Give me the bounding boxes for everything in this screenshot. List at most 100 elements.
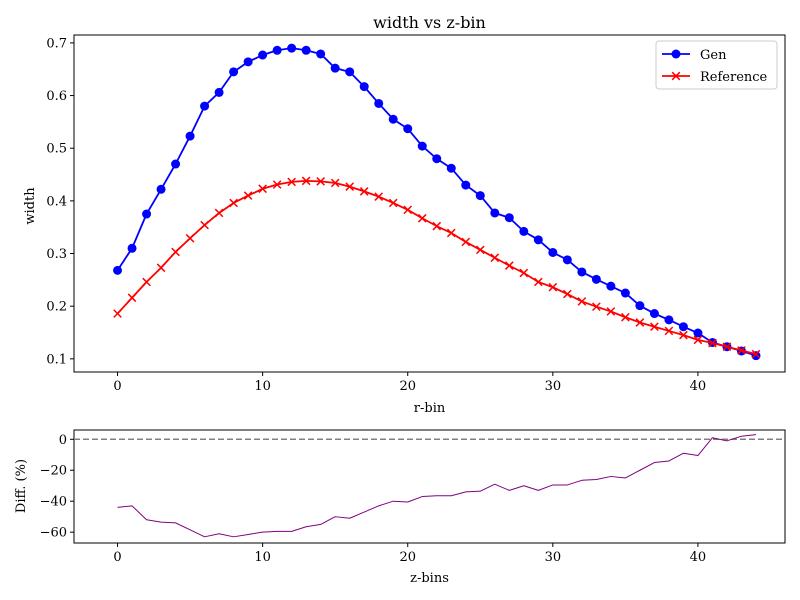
point-reference bbox=[330, 178, 340, 188]
point-reference bbox=[650, 322, 659, 332]
point-reference bbox=[621, 312, 630, 322]
point-reference bbox=[461, 237, 471, 247]
chart-title: width vs z-bin bbox=[373, 13, 486, 32]
point-gen bbox=[678, 322, 688, 332]
point-gen bbox=[562, 255, 572, 265]
point-gen bbox=[374, 98, 384, 108]
point-reference bbox=[432, 221, 442, 231]
point-gen bbox=[490, 208, 500, 218]
point-gen bbox=[229, 67, 239, 77]
point-reference bbox=[722, 342, 732, 352]
point-reference bbox=[156, 263, 166, 273]
point-reference bbox=[606, 307, 616, 316]
point-reference bbox=[417, 213, 427, 223]
point-reference bbox=[577, 297, 587, 306]
point-reference bbox=[301, 176, 311, 186]
point-reference bbox=[142, 277, 151, 287]
point-gen bbox=[403, 124, 413, 134]
main-y-tick-label: 0.4 bbox=[46, 194, 67, 209]
point-reference bbox=[475, 245, 485, 255]
point-reference bbox=[519, 268, 529, 278]
point-gen bbox=[664, 315, 674, 325]
point-reference bbox=[446, 228, 456, 238]
point-reference bbox=[185, 233, 195, 243]
point-gen bbox=[330, 63, 340, 73]
main-x-tick-label: 20 bbox=[399, 379, 416, 394]
main-plot: 0 10 20 30 40 0.1 0.2 0.3 0.4 0.5 0.6 0.7 bbox=[46, 34, 786, 394]
legend-box bbox=[655, 40, 778, 90]
point-reference bbox=[679, 330, 688, 340]
legend-label-gen: Gen bbox=[700, 48, 727, 63]
point-gen bbox=[533, 235, 543, 245]
diff-y-tick-label: −60 bbox=[40, 526, 67, 541]
point-gen bbox=[693, 328, 703, 338]
legend-label-reference: Reference bbox=[700, 70, 768, 85]
point-gen bbox=[649, 309, 659, 319]
point-gen bbox=[200, 101, 210, 111]
point-gen bbox=[301, 45, 311, 55]
main-y-tick-label: 0.7 bbox=[46, 36, 67, 51]
point-gen bbox=[185, 131, 195, 141]
diff-y-tick-label: 0 bbox=[59, 433, 67, 448]
point-gen bbox=[388, 114, 398, 124]
legend: Gen Reference bbox=[655, 40, 778, 90]
point-reference bbox=[200, 220, 209, 230]
point-reference bbox=[113, 309, 122, 318]
main-x-tick-label: 30 bbox=[545, 379, 562, 394]
point-reference bbox=[359, 187, 369, 196]
main-y-tick-label: 0.2 bbox=[46, 300, 67, 315]
point-reference bbox=[229, 198, 238, 208]
main-x-tick-label: 40 bbox=[690, 379, 707, 394]
point-reference bbox=[737, 346, 746, 355]
point-gen bbox=[316, 49, 326, 59]
point-reference bbox=[592, 302, 601, 312]
point-reference bbox=[533, 277, 543, 287]
point-reference bbox=[504, 261, 514, 270]
diff-x-tick-label: 10 bbox=[254, 550, 271, 565]
point-gen bbox=[635, 301, 645, 311]
point-gen bbox=[591, 274, 601, 284]
main-y-tick-label: 0.6 bbox=[46, 89, 67, 104]
point-gen bbox=[432, 154, 442, 164]
point-reference bbox=[171, 247, 180, 257]
point-gen bbox=[446, 163, 456, 173]
point-gen bbox=[345, 67, 355, 77]
point-reference bbox=[693, 335, 703, 345]
point-reference bbox=[214, 208, 224, 218]
point-gen bbox=[548, 247, 558, 257]
point-reference bbox=[751, 349, 761, 359]
point-reference bbox=[272, 180, 282, 189]
point-reference bbox=[287, 177, 296, 187]
point-reference bbox=[490, 253, 500, 263]
point-gen bbox=[127, 243, 137, 253]
point-reference bbox=[316, 177, 326, 186]
point-gen bbox=[475, 191, 485, 201]
diff-x-axis-label: z-bins bbox=[410, 571, 449, 586]
point-reference bbox=[258, 184, 267, 194]
main-y-axis-label: width bbox=[23, 187, 38, 225]
diff-x-tick-label: 0 bbox=[113, 550, 121, 565]
diff-plot: 0 10 20 30 40 0 −20 −40 −60 bbox=[40, 429, 786, 565]
series-line-reference bbox=[116, 179, 757, 355]
main-y-tick-label: 0.3 bbox=[46, 247, 67, 262]
point-reference bbox=[563, 289, 572, 299]
point-reference bbox=[345, 182, 355, 191]
point-gen bbox=[243, 57, 253, 67]
point-gen bbox=[272, 45, 282, 55]
main-x-axis-label: r-bin bbox=[414, 401, 446, 416]
point-gen bbox=[142, 209, 152, 219]
point-gen bbox=[359, 82, 369, 92]
point-reference bbox=[374, 192, 384, 201]
point-gen bbox=[417, 141, 427, 151]
point-reference bbox=[243, 191, 253, 200]
diff-x-tick-label: 40 bbox=[690, 550, 707, 565]
point-gen bbox=[258, 50, 268, 60]
point-gen bbox=[171, 159, 181, 169]
point-reference bbox=[708, 338, 717, 348]
point-gen bbox=[461, 180, 471, 190]
point-gen bbox=[214, 87, 224, 97]
point-reference bbox=[127, 293, 137, 303]
main-y-tick-label: 0.5 bbox=[46, 142, 67, 157]
point-gen bbox=[504, 213, 514, 223]
